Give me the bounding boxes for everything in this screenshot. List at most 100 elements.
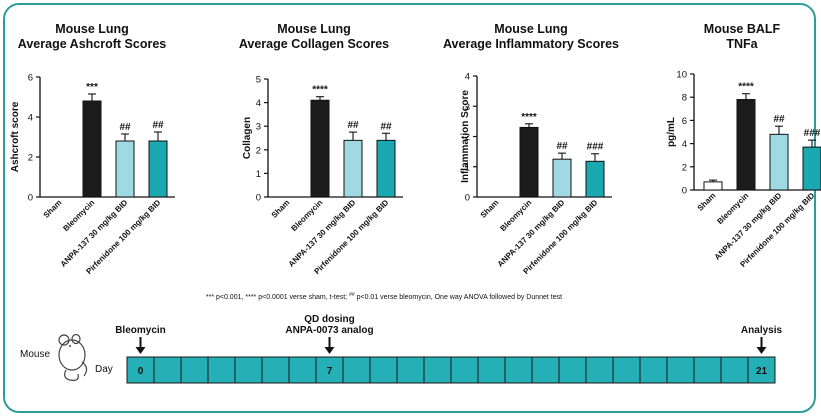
significance-label: ## xyxy=(380,121,392,132)
significance-label: *** xyxy=(86,82,98,93)
timeline-cell xyxy=(450,356,479,384)
y-tick-label: 2 xyxy=(28,153,33,164)
timeline-cells xyxy=(126,356,776,384)
significance-label: **** xyxy=(521,112,537,123)
category-label: Bleomycin xyxy=(498,198,533,233)
chart-title-line: Average Collagen Scores xyxy=(239,37,389,51)
timeline-cell xyxy=(747,356,776,384)
y-tick-label: 4 xyxy=(256,98,261,109)
y-axis-label: Inflammation Score xyxy=(460,90,471,183)
significance-label: **** xyxy=(738,82,754,93)
y-tick-label: 1 xyxy=(256,169,261,180)
y-axis-label: Ashcroft score xyxy=(10,101,21,172)
bar xyxy=(115,140,135,198)
timeline-cell xyxy=(504,356,533,384)
figure-frame xyxy=(3,3,816,413)
chart-title-line: Mouse BALF xyxy=(704,22,781,36)
timeline-cell xyxy=(342,356,371,384)
significance-label: ## xyxy=(556,141,568,152)
category-label: Sham xyxy=(270,198,292,220)
significance-label: ## xyxy=(773,114,785,125)
timeline-day-number: 7 xyxy=(327,366,333,377)
y-tick-label: 3 xyxy=(465,102,470,113)
timeline-cell xyxy=(693,356,722,384)
y-tick-label: 5 xyxy=(256,75,261,86)
timeline-cell xyxy=(234,356,263,384)
y-tick-label: 3 xyxy=(256,122,261,133)
chart-title-line: Average Inflammatory Scores xyxy=(443,37,619,51)
timeline-day-number: 21 xyxy=(756,366,768,377)
chart-title-line: Mouse Lung xyxy=(277,22,351,36)
y-tick-label: 2 xyxy=(682,162,687,173)
significance-label: ### xyxy=(804,128,821,139)
category-label: Bleomycin xyxy=(715,191,750,226)
bar xyxy=(703,181,723,191)
timeline-arrow-head xyxy=(756,347,767,354)
bar xyxy=(82,100,102,198)
significance-label: ## xyxy=(347,120,359,131)
significance-label: ### xyxy=(587,142,604,153)
category-label: ANPA-137 30 mg/kg BID xyxy=(713,191,784,262)
timeline-cell xyxy=(261,356,290,384)
footnote-part1: *** p<0.001, **** p<0.0001 verse sham, t… xyxy=(206,294,349,301)
timeline-cell xyxy=(720,356,749,384)
timeline-cell xyxy=(369,356,398,384)
timeline-cell xyxy=(639,356,668,384)
y-tick-label: 2 xyxy=(465,132,470,143)
timeline-cell xyxy=(180,356,209,384)
timeline-cell xyxy=(153,356,182,384)
timeline-cell xyxy=(288,356,317,384)
timeline-event-label: QD dosing xyxy=(304,314,355,325)
bar xyxy=(343,139,363,198)
timeline-cell xyxy=(423,356,452,384)
chart-title-line: Average Ashcroft Scores xyxy=(18,37,166,51)
chart-title-line: Mouse Lung xyxy=(494,22,568,36)
y-tick-label: 8 xyxy=(682,93,687,104)
timeline-arrow-head xyxy=(324,347,335,354)
bar xyxy=(769,133,789,191)
bar xyxy=(802,146,821,191)
significance-label: ## xyxy=(119,122,131,133)
significance-label: ## xyxy=(152,120,164,131)
timeline-cell xyxy=(612,356,641,384)
timeline-cell xyxy=(477,356,506,384)
category-label: Bleomycin xyxy=(61,198,96,233)
y-tick-label: 2 xyxy=(256,145,261,156)
footnote: *** p<0.001, **** p<0.0001 verse sham, t… xyxy=(206,292,562,301)
y-axis-label: Collagen xyxy=(242,117,253,159)
timeline-cell xyxy=(558,356,587,384)
y-tick-label: 10 xyxy=(676,70,687,81)
category-label: Sham xyxy=(696,191,718,213)
chart-title-line: Mouse Lung xyxy=(55,22,129,36)
timeline-day-number: 0 xyxy=(138,366,144,377)
category-label: Sham xyxy=(479,198,501,220)
timeline-cell xyxy=(531,356,560,384)
bar xyxy=(310,99,330,198)
y-axis-label: pg/mL xyxy=(666,117,677,147)
y-tick-label: 4 xyxy=(682,139,687,150)
chart-title-line: TNFa xyxy=(726,37,758,51)
category-label: ANPA-137 30 mg/kg BID xyxy=(287,198,358,269)
category-label: Bleomycin xyxy=(289,198,324,233)
bar xyxy=(376,139,396,198)
category-label: ANPA-137 30 mg/kg BID xyxy=(496,198,567,269)
bar xyxy=(736,99,756,191)
timeline-cell xyxy=(666,356,695,384)
timeline-cell xyxy=(126,356,155,384)
timeline-event-label: ANPA-0073 analog xyxy=(285,325,373,336)
timeline-arrow-head xyxy=(135,347,146,354)
timeline-event-label: Analysis xyxy=(741,325,783,336)
y-tick-label: 6 xyxy=(682,116,687,127)
y-tick-label: 4 xyxy=(28,113,33,124)
bar xyxy=(585,160,605,198)
y-tick-label: 4 xyxy=(465,72,470,83)
timeline-cell xyxy=(315,356,344,384)
